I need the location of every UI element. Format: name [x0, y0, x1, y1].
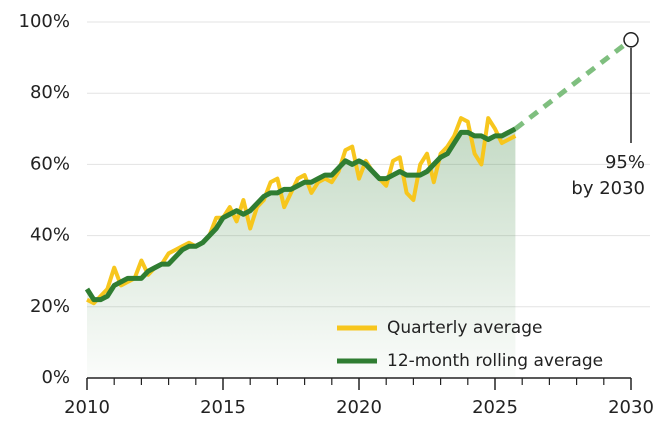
- x-tick-label: 2030: [608, 397, 654, 418]
- y-tick-label: 0%: [41, 367, 70, 388]
- x-tick-label: 2020: [336, 397, 382, 418]
- legend-label: 12-month rolling average: [387, 351, 603, 371]
- legend-label: Quarterly average: [387, 318, 542, 338]
- projection-line: [513, 37, 633, 131]
- series-line: [84, 126, 517, 303]
- y-tick-label: 60%: [30, 153, 70, 174]
- x-tick-label: 2010: [64, 397, 110, 418]
- y-tick-label: 100%: [19, 11, 70, 32]
- y-tick-label: 20%: [30, 296, 70, 317]
- projection-point: [623, 32, 639, 48]
- x-tick-label: 2025: [472, 397, 518, 418]
- y-tick-label: 40%: [30, 225, 70, 246]
- annotation-text: 95%: [605, 152, 645, 173]
- y-tick-label: 80%: [30, 82, 70, 103]
- annotation-text: by 2030: [571, 178, 645, 199]
- x-tick-label: 2015: [200, 397, 246, 418]
- area-fill: [87, 128, 516, 378]
